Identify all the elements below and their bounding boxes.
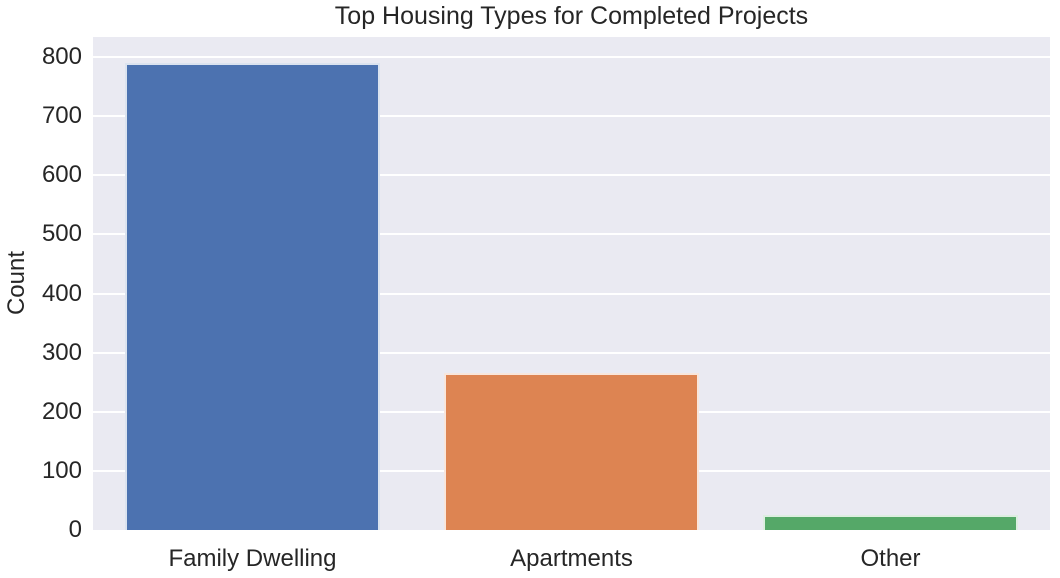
bar-other	[762, 515, 1019, 530]
bar-family-dwelling	[124, 63, 381, 530]
y-tick-label-700: 700	[41, 102, 82, 130]
y-tick-label-500: 500	[41, 220, 82, 248]
gridline-y-800	[93, 56, 1050, 59]
y-tick-label-600: 600	[41, 161, 82, 189]
gridline-y-500	[93, 233, 1050, 236]
gridline-y-300	[93, 351, 1050, 354]
y-tick-label-300: 300	[41, 338, 82, 366]
x-tick-label-family-dwelling: Family Dwelling	[168, 545, 337, 572]
y-tick-label-0: 0	[68, 516, 82, 543]
x-tick-label-other: Other	[860, 545, 921, 572]
y-tick-label-800: 800	[41, 43, 82, 71]
gridline-y-700	[93, 115, 1050, 118]
chart-title: Top Housing Types for Completed Projects	[334, 2, 809, 30]
gridline-y-600	[93, 174, 1050, 177]
y-tick-label-400: 400	[41, 279, 82, 307]
plot-area	[93, 37, 1050, 530]
bar-apartments	[443, 373, 700, 530]
y-tick-label-200: 200	[41, 397, 82, 425]
y-tick-label-100: 100	[41, 456, 82, 484]
x-tick-label-apartments: Apartments	[510, 545, 633, 572]
gridline-y-400	[93, 292, 1050, 295]
